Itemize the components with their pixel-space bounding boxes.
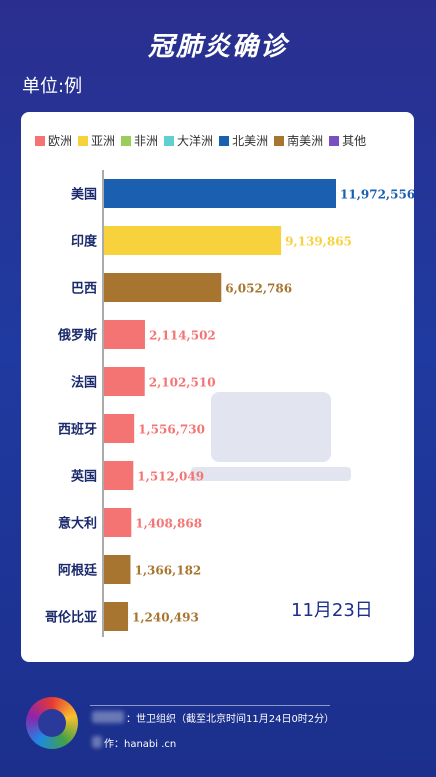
value-label: 2,102,510 [149, 376, 216, 390]
value-label: 1,366,182 [134, 564, 201, 578]
bar [104, 226, 282, 255]
bar [104, 555, 131, 584]
value-label: 9,139,865 [285, 235, 352, 249]
category-label: 阿根廷 [58, 563, 98, 579]
bar [104, 461, 134, 490]
legend-item: 其他 [329, 132, 366, 149]
legend-item: 北美洲 [219, 132, 268, 149]
legend-label: 北美洲 [232, 134, 269, 148]
legend-item: 南美洲 [274, 132, 323, 149]
blurred-text [92, 711, 124, 723]
legend-item: 大洋洲 [164, 132, 213, 149]
category-label: 巴西 [71, 282, 97, 297]
bar [104, 602, 129, 631]
legend-swatch [164, 135, 175, 146]
legend-label: 其他 [342, 134, 367, 148]
category-label: 哥伦比亚 [45, 610, 97, 626]
bar [104, 179, 336, 208]
legend-label: 非洲 [134, 134, 159, 148]
value-label: 2,114,502 [149, 329, 216, 343]
legend-swatch [329, 135, 340, 146]
value-label: 6,052,786 [225, 282, 292, 296]
chart-title: 冠肺炎确诊 [147, 32, 288, 62]
legend-item: 亚洲 [78, 132, 115, 149]
watermark-icon [191, 392, 351, 481]
value-label: 1,240,493 [132, 611, 199, 625]
footer-producer: 作：hanabi .cn [104, 739, 177, 750]
category-label: 英国 [70, 469, 97, 485]
legend-swatch [121, 135, 132, 146]
date-label: 11月23日 [291, 600, 373, 621]
legend-label: 大洋洲 [177, 134, 214, 148]
legend-item: 欧洲 [35, 132, 72, 149]
unit-label: 单位:例 [22, 76, 83, 97]
value-label: 1,512,049 [137, 470, 204, 484]
footer-divider [90, 705, 330, 706]
legend-item: 非洲 [121, 132, 158, 149]
bar [104, 273, 222, 302]
category-label: 印度 [71, 234, 98, 250]
footer-source: ：世卫组织（截至北京时间11月24日0时2分） [126, 714, 335, 725]
legend-label: 亚洲 [91, 134, 116, 148]
category-label: 俄罗斯 [57, 328, 97, 344]
bar [104, 414, 135, 443]
chart-panel: 欧洲 亚洲 非洲 大洋洲 北美洲 南美洲 其他 美国 11,972,556 印度 9,139,86… [21, 112, 414, 662]
bar [104, 320, 145, 349]
legend-swatch [35, 135, 45, 146]
category-label: 意大利 [58, 516, 97, 532]
value-label: 1,408,868 [135, 517, 202, 531]
blurred-text [92, 736, 102, 748]
legend-swatch [78, 135, 89, 146]
legend-swatch [274, 135, 285, 146]
category-label: 法国 [71, 375, 97, 391]
legend-label: 欧洲 [48, 134, 73, 148]
bar-chart: 美国 11,972,556 印度 9,139,865 巴西 6,052,786 俄罗斯 2,1… [45, 170, 414, 637]
category-label: 美国 [71, 187, 97, 203]
legend: 欧洲 亚洲 非洲 大洋洲 北美洲 南美洲 其他 [35, 132, 366, 149]
bar [104, 508, 132, 537]
bar [104, 367, 145, 396]
value-label: 11,972,556 [340, 188, 414, 202]
legend-swatch [219, 135, 230, 146]
value-label: 1,556,730 [138, 423, 205, 437]
logo-icon [26, 697, 78, 749]
category-label: 西班牙 [58, 422, 97, 438]
legend-label: 南美洲 [287, 134, 324, 148]
